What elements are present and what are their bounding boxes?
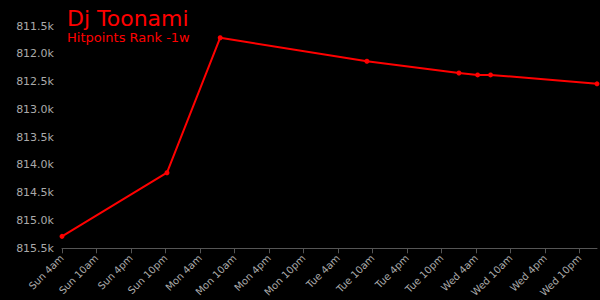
- svg-text:Tue 10am: Tue 10am: [334, 252, 377, 295]
- svg-text:Mon 4pm: Mon 4pm: [232, 252, 273, 294]
- svg-text:Sun 4pm: Sun 4pm: [95, 252, 135, 292]
- svg-text:815.5k: 815.5k: [16, 242, 54, 255]
- svg-text:Sun 10am: Sun 10am: [57, 252, 101, 296]
- svg-text:813.5k: 813.5k: [16, 131, 54, 144]
- svg-text:Tue 4am: Tue 4am: [304, 252, 342, 291]
- svg-text:811.5k: 811.5k: [16, 20, 54, 33]
- svg-text:Mon 10pm: Mon 10pm: [262, 252, 307, 297]
- svg-text:815.0k: 815.0k: [16, 214, 54, 227]
- svg-text:812.0k: 812.0k: [16, 47, 54, 60]
- svg-text:812.5k: 812.5k: [16, 75, 54, 88]
- svg-text:814.5k: 814.5k: [16, 186, 54, 199]
- svg-text:Tue 4pm: Tue 4pm: [373, 252, 412, 291]
- svg-text:Sun 4am: Sun 4am: [26, 252, 66, 292]
- svg-text:Mon 10am: Mon 10am: [193, 252, 238, 297]
- svg-text:Mon 4am: Mon 4am: [163, 252, 204, 293]
- svg-text:Wed 4pm: Wed 4pm: [507, 252, 550, 294]
- svg-text:Wed 4am: Wed 4am: [439, 252, 481, 294]
- svg-text:Tue 10pm: Tue 10pm: [402, 252, 445, 295]
- svg-text:Wed 10am: Wed 10am: [469, 252, 515, 298]
- svg-text:Dj Toonami: Dj Toonami: [67, 6, 189, 31]
- svg-text:814.0k: 814.0k: [16, 158, 54, 171]
- svg-text:Sun 10pm: Sun 10pm: [126, 252, 170, 296]
- svg-text:813.0k: 813.0k: [16, 103, 54, 116]
- svg-text:Wed 10pm: Wed 10pm: [538, 252, 584, 298]
- svg-text:Hitpoints Rank -1w: Hitpoints Rank -1w: [67, 30, 190, 45]
